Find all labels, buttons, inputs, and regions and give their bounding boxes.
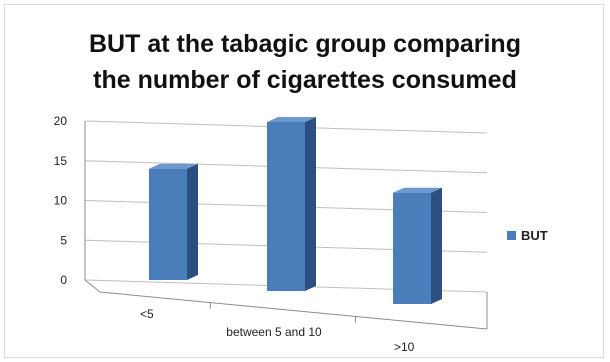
x-axis-line: [99, 291, 488, 330]
bars: [149, 117, 442, 304]
bar-side-face: [431, 187, 442, 304]
bar-front-face: [149, 168, 187, 280]
y-tick-label: 10: [54, 194, 68, 208]
bar-side-face: [187, 163, 198, 280]
bar-top-face: [149, 163, 198, 169]
x-category-label: between 5 and 10: [226, 325, 322, 339]
chart-title-line-1: BUT at the tabagic group comparing: [89, 30, 521, 58]
chart-title-line-2: the number of cigarettes consumed: [93, 66, 517, 94]
bar: [149, 163, 198, 280]
y-tick-label: 0: [60, 273, 67, 287]
x-category-label: <5: [140, 307, 154, 321]
bar-side-face: [305, 117, 316, 291]
floor-left-edge: [84, 279, 101, 293]
bar-front-face: [393, 192, 431, 304]
x-axis-category-labels: <5 between 5 and 10 >10: [140, 307, 415, 354]
bar-top-face: [267, 117, 316, 122]
bar-front-face: [267, 122, 305, 291]
y-tick-label: 5: [60, 233, 67, 247]
legend-swatch: [507, 231, 516, 240]
x-category-label: >10: [394, 340, 415, 354]
y-tick-label: 15: [54, 154, 68, 168]
legend: BUT: [507, 228, 548, 243]
bar-top-face: [393, 187, 442, 193]
axes: [84, 121, 488, 330]
y-tick-label: 20: [54, 114, 68, 128]
bar: [267, 117, 316, 291]
y-axis-tick-labels: 0 5 10 15 20: [54, 114, 68, 287]
legend-label: BUT: [521, 228, 548, 243]
bar: [393, 187, 442, 304]
